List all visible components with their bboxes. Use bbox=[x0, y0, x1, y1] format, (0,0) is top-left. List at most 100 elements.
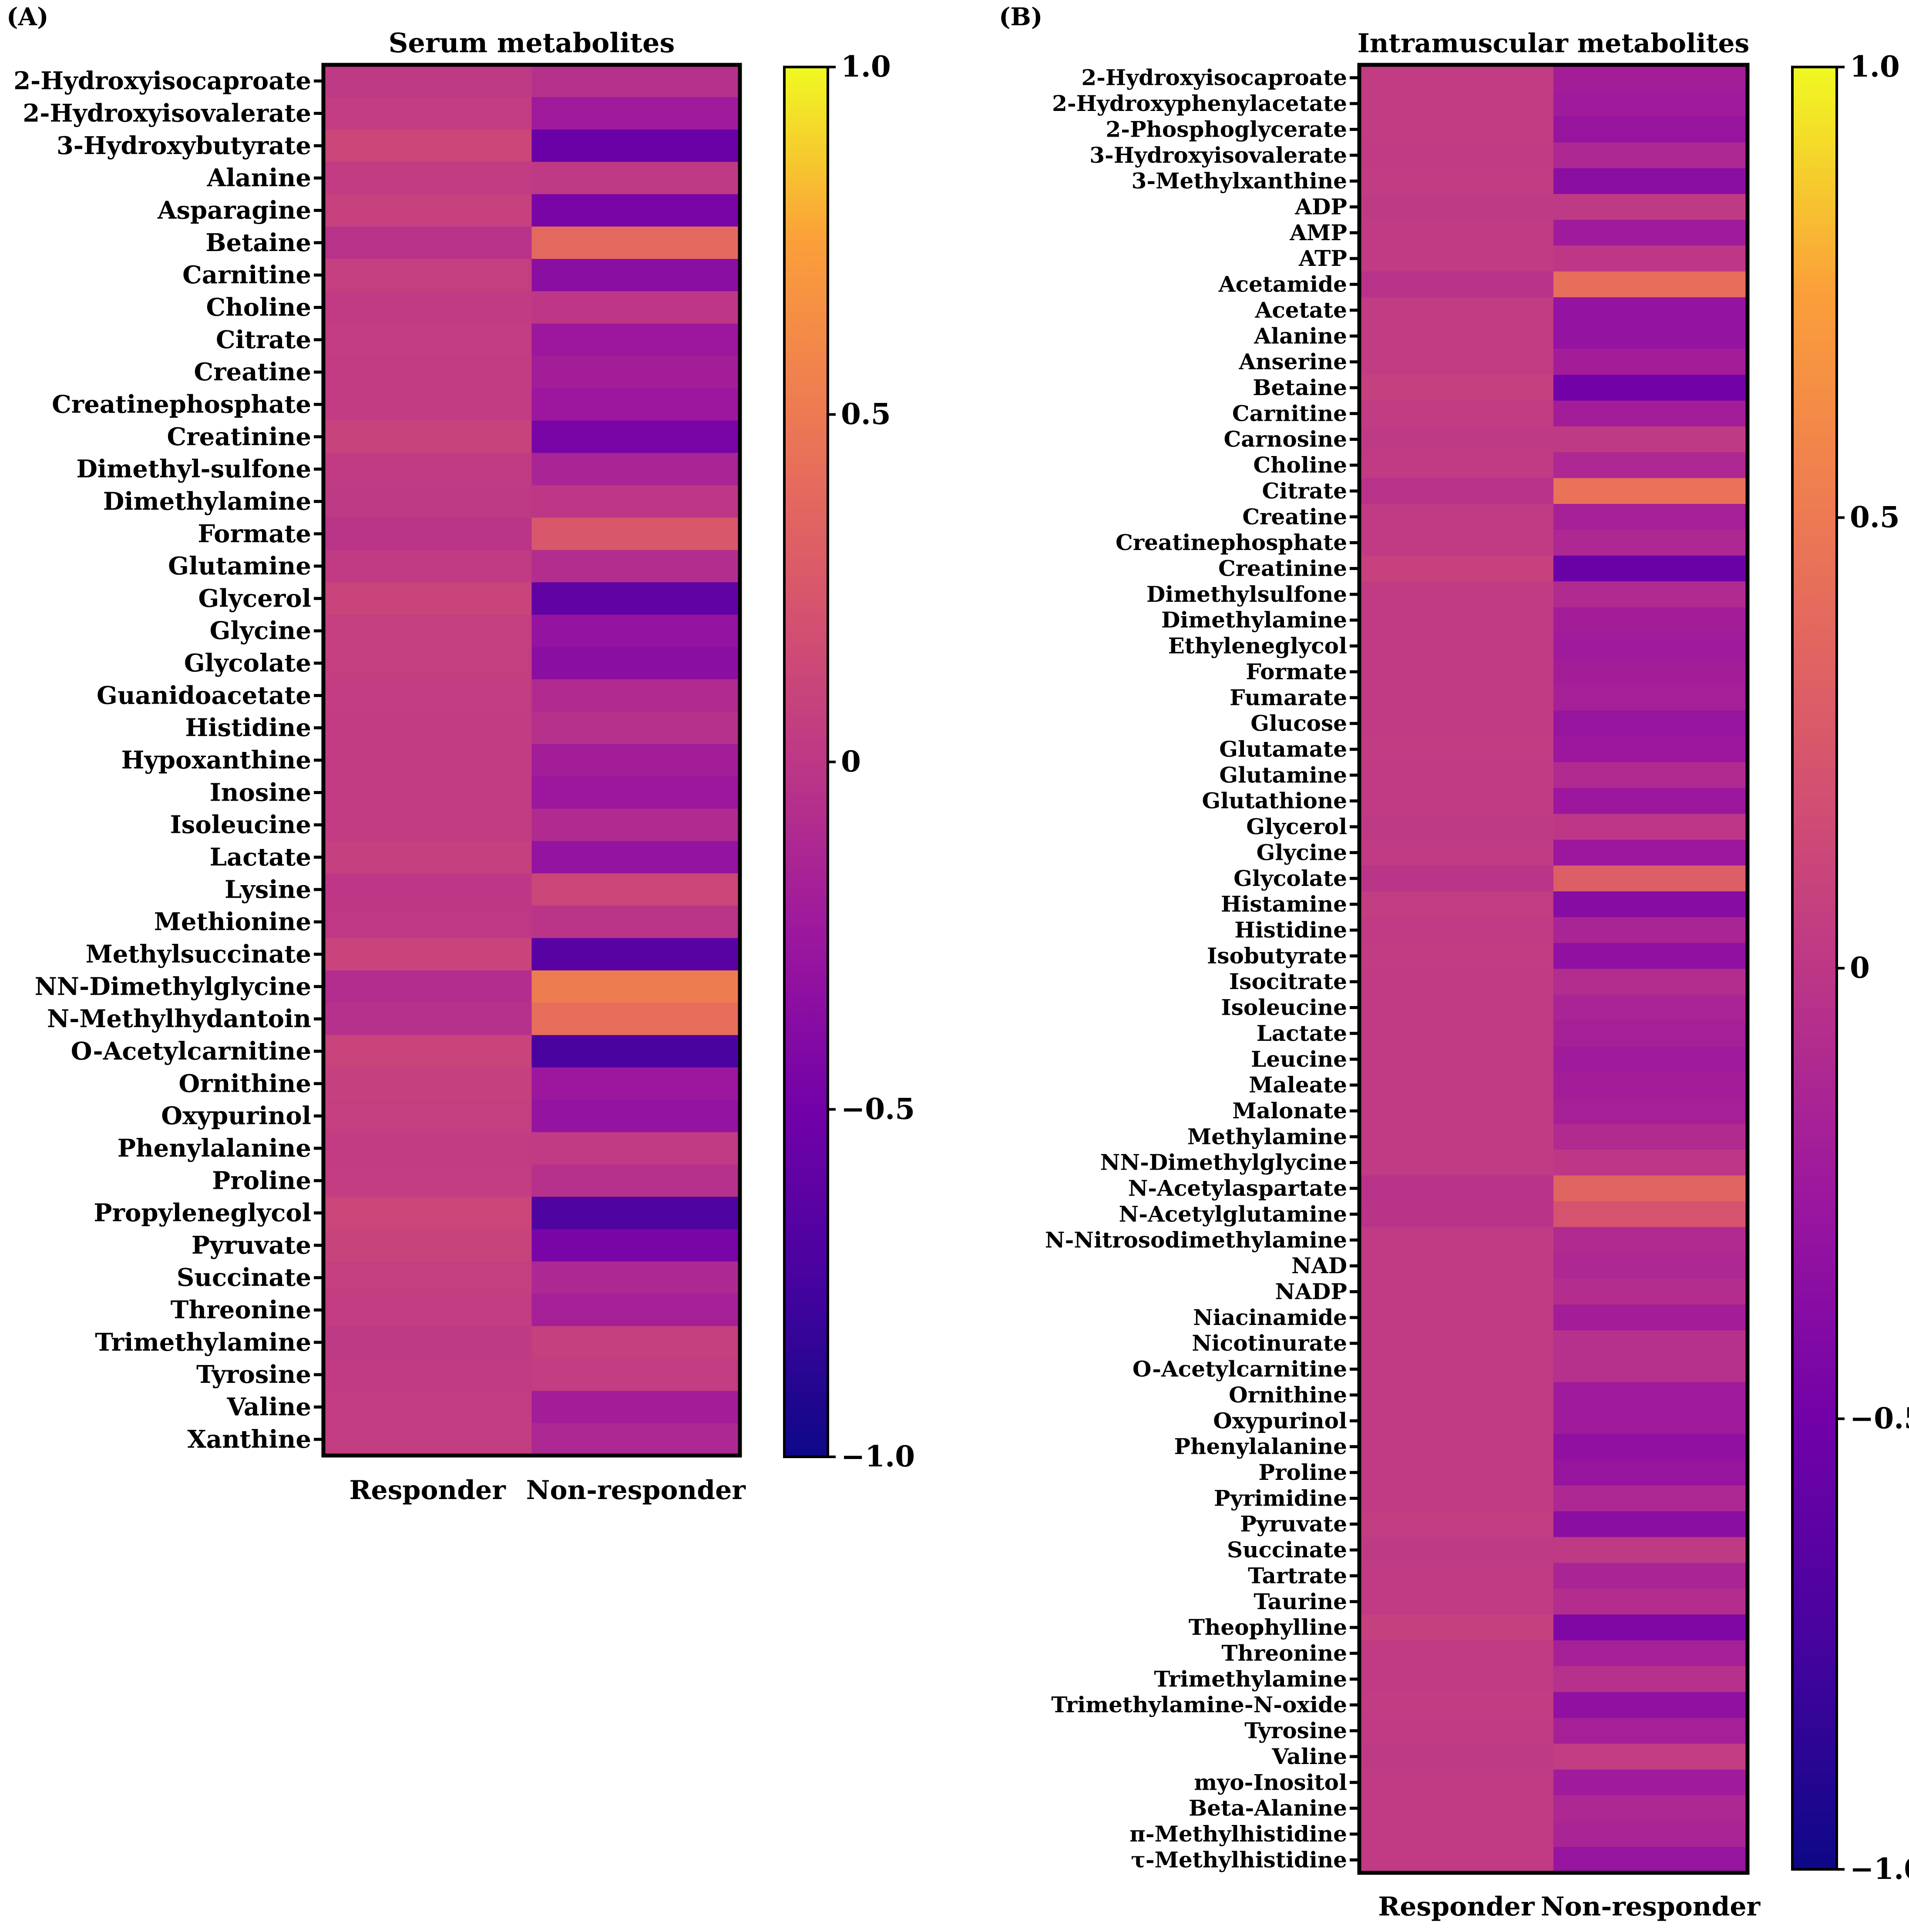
row-label: Creatine bbox=[194, 358, 311, 386]
heatmap-cell bbox=[1553, 1821, 1748, 1848]
row-label: Glycolate bbox=[1233, 865, 1347, 891]
heatmap-cell bbox=[1359, 1589, 1554, 1615]
row-label: Carnitine bbox=[182, 261, 311, 289]
row-label: Hypoxanthine bbox=[121, 746, 311, 775]
heatmap-cell bbox=[1359, 1459, 1554, 1486]
heatmap-cell bbox=[1359, 814, 1554, 840]
panel-label: (B) bbox=[999, 3, 1042, 31]
heatmap-cell bbox=[1359, 1020, 1554, 1047]
heatmap-cell bbox=[531, 356, 740, 389]
row-label: N-Methylhydantoin bbox=[47, 1005, 311, 1033]
heatmap-cell bbox=[1553, 1150, 1748, 1176]
row-label: Malonate bbox=[1232, 1098, 1347, 1124]
row-label: Acetamide bbox=[1218, 272, 1347, 297]
heatmap-cell bbox=[531, 129, 740, 162]
heatmap-cell bbox=[323, 161, 532, 195]
heatmap-cell bbox=[531, 1003, 740, 1036]
heatmap-cell bbox=[1553, 1589, 1748, 1615]
row-label: Threonine bbox=[171, 1296, 311, 1325]
heatmap-cell bbox=[1359, 1614, 1554, 1641]
heatmap-cell bbox=[1553, 969, 1748, 995]
heatmap-cell bbox=[1359, 1433, 1554, 1460]
row-label: Threonine bbox=[1221, 1640, 1347, 1666]
heatmap-cell bbox=[1359, 1537, 1554, 1563]
heatmap-cell bbox=[1553, 1795, 1748, 1821]
row-label: Glutamine bbox=[168, 552, 311, 580]
row-label: Choline bbox=[206, 293, 311, 322]
heatmap-cell bbox=[1359, 349, 1554, 375]
colorbar-tick-label: −1.0 bbox=[1850, 1852, 1909, 1886]
heatmap-cell bbox=[323, 1100, 532, 1133]
heatmap-cell bbox=[1359, 943, 1554, 969]
heatmap-cell bbox=[323, 1391, 532, 1424]
heatmap-cell bbox=[1359, 607, 1554, 634]
heatmap-cell bbox=[1553, 1253, 1748, 1279]
heatmap-cell bbox=[1359, 530, 1554, 556]
heatmap-cell bbox=[1359, 1795, 1554, 1821]
row-label: N-Acetylaspartate bbox=[1128, 1175, 1347, 1201]
heatmap-cell bbox=[1359, 1692, 1554, 1718]
heatmap-cell bbox=[531, 808, 740, 842]
row-label: Methylamine bbox=[1187, 1124, 1347, 1149]
row-label: Carnosine bbox=[1223, 426, 1347, 452]
heatmap-cell bbox=[1553, 400, 1748, 427]
panel-a-serum-heatmap: (A) Serum metabolites 2-Hydroxyisocaproate… bbox=[7, 3, 915, 1506]
row-label: Ornithine bbox=[1229, 1382, 1347, 1408]
heatmap-cell bbox=[1359, 297, 1554, 324]
heatmap-cell bbox=[531, 744, 740, 777]
row-label: Glutamine bbox=[1219, 762, 1347, 788]
heatmap-cell bbox=[323, 1132, 532, 1165]
row-label: Choline bbox=[1253, 452, 1347, 478]
heatmap-cell bbox=[1553, 1459, 1748, 1486]
row-label: Nicotinurate bbox=[1192, 1330, 1347, 1356]
heatmap-cell bbox=[1359, 375, 1554, 401]
heatmap-cell bbox=[1359, 788, 1554, 814]
heatmap-cell bbox=[531, 938, 740, 971]
heatmap-cell bbox=[1359, 581, 1554, 608]
row-label: Succinate bbox=[177, 1263, 311, 1292]
heatmap-cell bbox=[323, 291, 532, 324]
row-label: Trimethylamine bbox=[95, 1328, 311, 1357]
heatmap-cell bbox=[531, 65, 740, 97]
heatmap-cell bbox=[1553, 736, 1748, 763]
row-label: Histidine bbox=[1234, 917, 1347, 943]
row-label: myo-Inositol bbox=[1194, 1769, 1347, 1795]
heatmap-cell bbox=[1553, 1769, 1748, 1796]
heatmap-cell bbox=[1553, 245, 1748, 272]
heatmap-cell bbox=[323, 258, 532, 292]
heatmap-cell bbox=[1359, 452, 1554, 479]
row-label: 2-Hydroxyphenylacetate bbox=[1052, 91, 1347, 116]
heatmap-cell bbox=[1359, 1227, 1554, 1254]
row-label: Acetate bbox=[1255, 297, 1347, 323]
heatmap-cell bbox=[1359, 1382, 1554, 1409]
heatmap-cell bbox=[323, 485, 532, 518]
heatmap-cell bbox=[1359, 478, 1554, 504]
heatmap-cell bbox=[323, 1326, 532, 1359]
row-label: Ethyleneglycol bbox=[1168, 633, 1347, 659]
heatmap-cell bbox=[323, 517, 532, 550]
row-label: Creatine bbox=[1242, 504, 1347, 530]
heatmap-cell bbox=[1359, 142, 1554, 169]
row-label: Isobutyrate bbox=[1207, 943, 1347, 969]
row-label: Beta-Alanine bbox=[1189, 1795, 1347, 1821]
heatmap-cell bbox=[531, 388, 740, 421]
heatmap-cell bbox=[1359, 271, 1554, 298]
row-label: N-Nitrosodimethylamine bbox=[1045, 1227, 1347, 1253]
heatmap-cell bbox=[1359, 245, 1554, 272]
heatmap-cell bbox=[531, 679, 740, 712]
row-label: AMP bbox=[1289, 220, 1347, 245]
heatmap-cell bbox=[1553, 1640, 1748, 1667]
row-label: Lactate bbox=[210, 843, 311, 872]
heatmap-cell bbox=[531, 194, 740, 227]
heatmap-cell bbox=[1553, 1717, 1748, 1744]
row-label: Lactate bbox=[1257, 1020, 1347, 1046]
heatmap-cell bbox=[1553, 1537, 1748, 1563]
heatmap-cell bbox=[1553, 839, 1748, 866]
heatmap-cell bbox=[323, 679, 532, 712]
heatmap-cell bbox=[531, 1391, 740, 1424]
heatmap-cell bbox=[1359, 762, 1554, 788]
heatmap-cell bbox=[1359, 1744, 1554, 1770]
row-label: Tyrosine bbox=[1244, 1718, 1347, 1744]
heatmap-cell bbox=[1553, 1382, 1748, 1409]
heatmap-cell bbox=[1553, 168, 1748, 195]
